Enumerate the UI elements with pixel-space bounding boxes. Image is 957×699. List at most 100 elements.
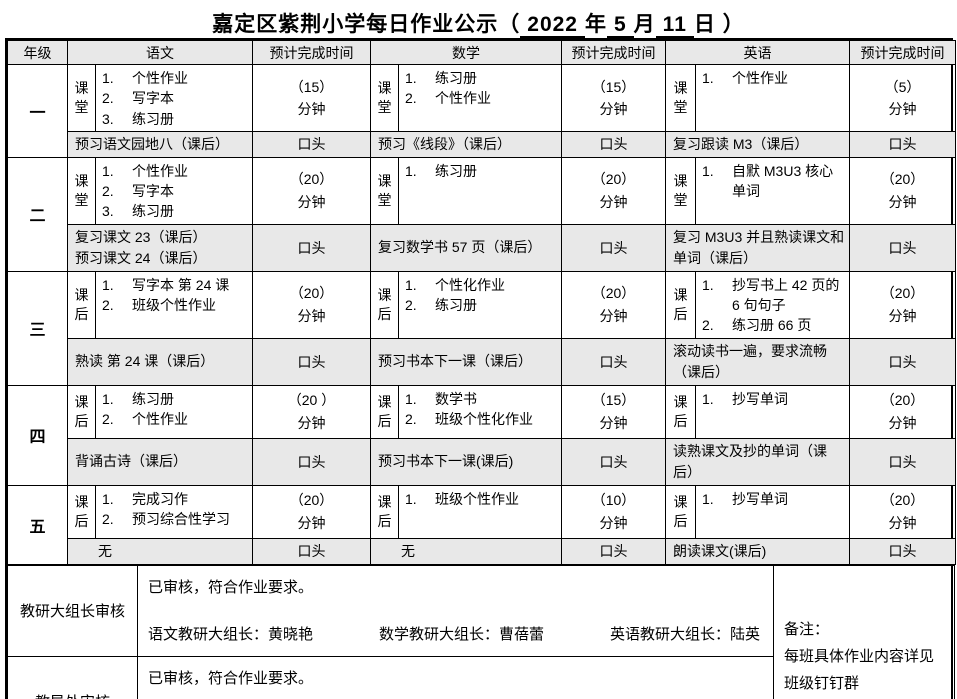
time-unit: 分钟 xyxy=(888,193,917,210)
oral-cell: 口头 xyxy=(849,437,956,486)
english-items: 1. 抄写单词 xyxy=(695,384,850,439)
grade-cell: 四 xyxy=(7,384,68,486)
mode-cell: 课堂 xyxy=(370,64,399,132)
oral-cell: 口头 xyxy=(252,223,371,272)
item-text: 个性作业 xyxy=(132,70,188,86)
time-cell: （20） 分钟 xyxy=(849,384,956,439)
oral-cell: 口头 xyxy=(561,537,666,565)
time-cell: （20） 分钟 xyxy=(561,270,666,339)
time-value: （5） xyxy=(884,78,921,95)
time-unit: 分钟 xyxy=(888,514,917,531)
item-text: 个性作业 xyxy=(732,70,788,86)
homework-table: 年级 语文 预计完成时间 数学 预计完成时间 英语 预计完成时间 一 课堂 1.… xyxy=(7,40,956,565)
oral-cell: 口头 xyxy=(561,223,666,272)
mode-cell: 课后 xyxy=(67,484,96,539)
list-item: 1. 班级个性作业 xyxy=(405,489,559,509)
time-value: （15） xyxy=(289,78,334,95)
list-item: 1. 抄写单词 xyxy=(702,489,847,509)
grade2-after-row: 复习课文 23（课后） 预习课文 24（课后） 口头 复习数学书 57 页（课后… xyxy=(8,223,956,272)
grade1-after-row: 预习语文园地八（课后） 口头 预习《线段》（课后） 口头 复习跟读 M3（课后）… xyxy=(8,130,956,158)
item-text: 练习册 xyxy=(435,162,477,179)
list-item: 2. 写字本 xyxy=(102,88,250,108)
item-text: 写字本 xyxy=(132,90,174,107)
time-cell: （15） 分钟 xyxy=(252,64,371,132)
title-month-unit: 月 xyxy=(633,13,656,36)
title-year-unit: 年 xyxy=(584,13,607,36)
item-text: 班级个性化作业 xyxy=(435,410,533,427)
mode-cell: 课后 xyxy=(67,270,96,339)
mode-cell: 课后 xyxy=(370,484,399,539)
oral-cell: 口头 xyxy=(849,223,956,272)
item-number: 2. xyxy=(405,410,417,427)
after-class-task: 无 xyxy=(370,537,562,565)
chinese-items: 1. 个性作业 2. 写字本 3. 练习册 xyxy=(95,64,253,132)
after-class-task: 复习 M3U3 并且熟读课文和 单词（课后） xyxy=(665,223,850,272)
remark-cell: 备注： 每班具体作业内容详见 班级钉钉群 xyxy=(773,564,955,699)
item-number: 3. xyxy=(102,110,114,127)
item-text: 练习册 66 页 xyxy=(732,317,812,334)
list-item: 1. 个性作业 xyxy=(702,68,847,88)
math-items: 1. 数学书 2. 班级个性化作业 xyxy=(398,384,562,439)
header-grade: 年级 xyxy=(7,40,68,65)
time-value: （20 ） xyxy=(287,392,336,409)
list-item: 3. 练习册 xyxy=(102,109,250,129)
item-text: 练习册 xyxy=(435,70,477,86)
item-text: 数学书 xyxy=(435,390,477,407)
title-month: 5 xyxy=(606,13,634,38)
header-math: 数学 xyxy=(370,40,562,65)
list-item: 1. 数学书 xyxy=(405,389,559,409)
item-number: 2. xyxy=(405,90,417,107)
header-time-english: 预计完成时间 xyxy=(849,40,956,65)
title-close: ） xyxy=(722,13,745,36)
math-items: 1. 班级个性作业 xyxy=(398,484,562,539)
list-item: 2. 个性作业 xyxy=(102,409,250,429)
after-class-task: 无 xyxy=(67,537,253,565)
after-class-task: 复习课文 23（课后） 预习课文 24（课后） xyxy=(67,223,253,272)
item-text: 练习册 xyxy=(132,203,174,220)
item-number: 2. xyxy=(102,90,114,107)
oral-cell: 口头 xyxy=(849,337,956,386)
english-items: 1. 自默 M3U3 核心单词 xyxy=(695,156,850,225)
time-value: （15） xyxy=(591,392,636,409)
after-class-task: 滚动读书一遍，要求流畅 （课后） xyxy=(665,337,850,386)
math-items: 1. 个性化作业 2. 练习册 xyxy=(398,270,562,339)
time-cell: （15） 分钟 xyxy=(561,64,666,132)
after-class-task: 复习跟读 M3（课后） xyxy=(665,130,850,158)
list-item: 2. 预习综合性学习 xyxy=(102,509,250,529)
page-title: 嘉定区紫荆小学每日作业公示（ 2022 年 5 月 11 日 ） xyxy=(0,0,957,38)
time-unit: 分钟 xyxy=(888,100,917,117)
time-value: （20） xyxy=(880,171,925,188)
list-item: 1. 完成习作 xyxy=(102,489,250,509)
header-time-chinese: 预计完成时间 xyxy=(252,40,371,65)
mode-cell: 课堂 xyxy=(370,156,399,225)
time-cell: （20） 分钟 xyxy=(849,270,956,339)
item-number: 2. xyxy=(102,510,114,527)
time-value: （20） xyxy=(289,492,334,509)
after-class-task: 背诵古诗（课后） xyxy=(67,437,253,486)
item-number: 2. xyxy=(702,317,714,334)
mode-cell: 课堂 xyxy=(665,156,696,225)
item-number: 1. xyxy=(702,70,714,86)
time-unit: 分钟 xyxy=(297,414,326,431)
mode-cell: 课堂 xyxy=(665,64,696,132)
time-value: （20） xyxy=(289,285,334,302)
item-number: 1. xyxy=(702,162,714,179)
list-item: 1. 个性化作业 xyxy=(405,275,559,295)
time-unit: 分钟 xyxy=(599,514,628,531)
item-text: 练习册 xyxy=(435,297,477,314)
time-cell: （10） 分钟 xyxy=(561,484,666,539)
list-item: 1. 自默 M3U3 核心单词 xyxy=(702,161,847,202)
time-value: （20） xyxy=(880,285,925,302)
item-number: 1. xyxy=(102,390,114,407)
after-class-task: 预习书本下一课（课后） xyxy=(370,337,562,386)
review-status: 已审核，符合作业要求。 xyxy=(148,669,314,687)
item-text: 预习综合性学习 xyxy=(132,510,230,527)
item-number: 1. xyxy=(405,490,417,507)
item-text: 个性作业 xyxy=(132,410,188,427)
review-signers: 语文教研大组长：黄晓艳 数学教研大组长：曹蓓蕾 英语教研大组长：陆英 xyxy=(148,623,767,644)
after-class-task: 朗读课文(课后) xyxy=(665,537,850,565)
time-unit: 分钟 xyxy=(297,514,326,531)
math-items: 1. 练习册 2. 个性作业 xyxy=(398,64,562,132)
list-item: 1. 抄写书上 42 页的 6 句句子 xyxy=(702,275,847,316)
